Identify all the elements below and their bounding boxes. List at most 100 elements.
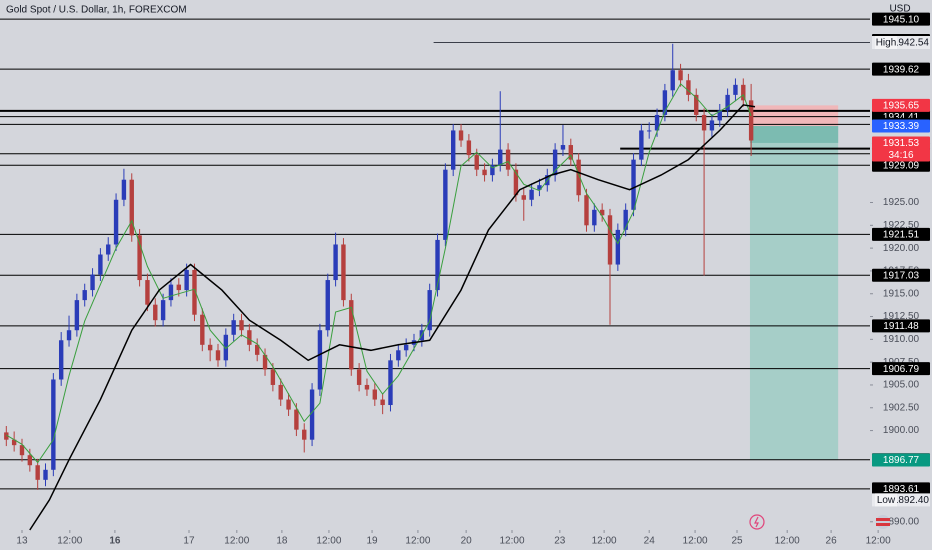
candle-body <box>192 270 197 315</box>
candle-body <box>325 280 330 331</box>
candle-body <box>35 465 40 480</box>
candle-body <box>435 239 440 291</box>
target-label: 1896.77 <box>883 455 920 466</box>
currency-label: USD <box>889 4 910 15</box>
price-line-label: 1929.09 <box>883 160 920 171</box>
candle-body <box>168 284 174 301</box>
x-tick-label: 17 <box>183 536 195 547</box>
flag-stripe <box>876 523 890 526</box>
candle-body <box>58 340 64 380</box>
candle-body <box>451 130 456 170</box>
candle-body <box>51 379 56 470</box>
candle-body <box>184 270 189 291</box>
candle-body <box>364 384 370 390</box>
countdown-label: 34:16 <box>888 150 913 161</box>
moving-average <box>6 83 752 464</box>
price-line-label: 1945.10 <box>883 14 920 25</box>
candle-body <box>317 330 323 390</box>
candle-body <box>137 235 142 281</box>
candle-body <box>278 384 283 400</box>
candle-body <box>90 274 95 291</box>
price-line-label: 1911.48 <box>883 321 919 332</box>
candle-body <box>309 389 315 440</box>
candle-body <box>498 149 503 166</box>
candle-body <box>247 330 252 345</box>
x-tick-label: 12:00 <box>499 536 524 547</box>
candle-body <box>654 114 660 131</box>
candle-body <box>231 320 236 335</box>
candle-body <box>709 120 715 131</box>
candle-body <box>717 110 722 121</box>
candle-body <box>694 94 699 115</box>
candle-body <box>11 439 17 446</box>
y-tick-label: 1920.00 <box>883 243 920 254</box>
candle-body <box>599 209 605 216</box>
entry-label: 1933.39 <box>883 121 920 132</box>
candle-body <box>207 344 213 351</box>
overlay-layer <box>6 83 756 531</box>
price-line-layer <box>0 18 870 490</box>
candle-body <box>490 165 495 176</box>
y-tick-label: 1910.00 <box>883 334 920 345</box>
x-tick-label: 26 <box>826 536 838 547</box>
candle-body <box>145 280 150 305</box>
price-line-label-bg <box>872 62 930 76</box>
candle-body <box>239 320 244 331</box>
candle-body <box>458 130 464 141</box>
event-icon[interactable] <box>749 514 765 530</box>
stop-zone <box>749 105 839 126</box>
candle-body <box>521 195 526 200</box>
price-tag: Low <box>877 495 896 506</box>
candle-body <box>19 445 25 456</box>
candle-body <box>200 314 205 345</box>
candle-body <box>701 114 707 131</box>
candle-body <box>294 409 299 430</box>
y-tick-label: 1915.00 <box>883 288 920 299</box>
x-tick-label: 20 <box>461 536 473 547</box>
candle-body <box>372 389 377 400</box>
y-tick-label: 1912.50 <box>883 311 920 322</box>
candle-body <box>560 145 566 150</box>
candle-body <box>647 130 652 132</box>
price-line-label: 1917.03 <box>883 270 920 281</box>
price-tag: High <box>876 38 897 49</box>
candle-body <box>748 100 754 141</box>
flag-icon[interactable] <box>876 515 890 529</box>
candle-body <box>623 209 628 230</box>
price-line-label-bg <box>872 362 930 376</box>
price-line-label: 1892.40 <box>893 495 930 506</box>
x-tick-label: 24 <box>644 536 656 547</box>
candle-body <box>66 330 72 341</box>
candle-body <box>741 84 746 101</box>
candle-body <box>474 155 479 170</box>
y-tick-label: 1925.00 <box>883 197 920 208</box>
y-tick-label: 1890.00 <box>883 516 920 527</box>
candle-body <box>592 209 597 226</box>
event-icon-bolt <box>754 516 759 528</box>
candle-body <box>223 334 229 361</box>
candle-body <box>82 290 87 301</box>
x-tick-label: 16 <box>109 536 121 547</box>
open-pnl-zone <box>749 125 839 143</box>
position-layer <box>749 105 839 461</box>
candle-body <box>607 215 613 265</box>
y-tick-label: 1922.50 <box>883 220 920 231</box>
x-tick-label: 12:00 <box>405 536 430 547</box>
candle-body <box>537 185 542 190</box>
candle-body <box>4 432 9 440</box>
price-line-label: 1939.62 <box>883 64 920 75</box>
candle-body <box>733 84 738 95</box>
candle-body <box>403 344 409 351</box>
candle-body <box>552 149 558 176</box>
current-price-label: 1931.53 <box>883 138 920 149</box>
candle-body <box>576 159 581 196</box>
x-tick-label: 12:00 <box>592 536 617 547</box>
price-line-label-bg <box>872 482 930 496</box>
candle-body <box>254 344 260 355</box>
candle-layer <box>4 43 754 490</box>
candle-body <box>380 399 385 406</box>
target-label-bg <box>872 453 930 467</box>
candle-body <box>443 169 448 240</box>
candle-body <box>670 70 675 91</box>
